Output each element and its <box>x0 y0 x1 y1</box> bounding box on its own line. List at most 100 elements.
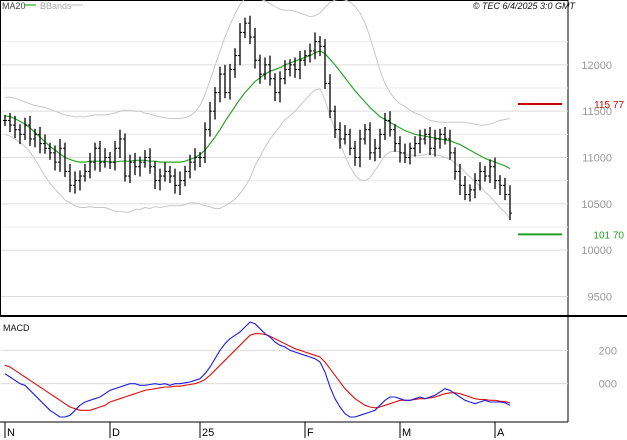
ohlc-bar <box>308 43 312 63</box>
ohlc-bar <box>493 157 497 189</box>
ohlc-bar <box>268 55 272 86</box>
ohlc-bar <box>258 54 262 84</box>
price-tick-label: 11000 <box>582 153 612 165</box>
legend-bbands: BBands <box>40 1 72 11</box>
ohlc-bar <box>413 136 417 157</box>
ohlc-bar <box>198 151 202 168</box>
ohlc-bar <box>293 57 297 78</box>
ohlc-bar <box>358 129 362 168</box>
ohlc-bar <box>38 126 42 154</box>
ohlc-bar <box>123 133 127 182</box>
ohlc-bar <box>3 114 7 126</box>
ohlc-bar <box>78 170 82 191</box>
ohlc-bar <box>13 115 17 139</box>
ohlc-bar <box>128 154 132 183</box>
ohlc-bar <box>183 165 187 187</box>
ohlc-bar <box>228 63 232 100</box>
ohlc-bar <box>63 142 67 177</box>
ohlc-bar <box>453 147 457 180</box>
ohlc-bar <box>498 175 502 196</box>
ohlc-bar <box>178 171 182 196</box>
ohlc-bar <box>243 17 247 38</box>
ohlc-bar <box>478 162 482 191</box>
ohlc-bar <box>263 57 267 80</box>
ohlc-bar <box>143 150 147 168</box>
ohlc-bar <box>458 163 462 196</box>
macd-signal-line <box>4 333 511 411</box>
ohlc-bar <box>43 134 47 154</box>
price-axis: 9500 10000 10500 11000 11500 12000 <box>581 60 612 304</box>
ohlc-bar <box>363 124 367 145</box>
ma20-polyline <box>4 50 511 170</box>
ohlc-bar <box>443 126 447 145</box>
ohlc-bar <box>433 129 437 157</box>
ohlc-bar <box>188 154 192 179</box>
ohlc-bar <box>378 128 382 158</box>
ohlc-bar <box>108 151 112 170</box>
ohlc-bar <box>508 185 512 221</box>
legend-ma20: MA20 <box>2 1 26 11</box>
ohlc-bar <box>503 177 507 201</box>
macd-tick-label: 000 <box>599 379 617 391</box>
ohlc-bar <box>88 152 92 179</box>
ohlc-bar <box>253 27 257 69</box>
price-tick-label: 9500 <box>588 291 612 303</box>
ohlc-bar <box>418 129 422 154</box>
ohlc-bar <box>28 115 32 146</box>
ohlc-bar <box>133 152 137 176</box>
ohlc-bar <box>53 145 57 171</box>
ohlc-bar <box>283 60 287 85</box>
ohlc-bar <box>68 163 72 193</box>
price-tick-label: 10500 <box>581 199 612 211</box>
ohlc-bar <box>48 142 52 160</box>
ohlc-bar <box>138 156 142 177</box>
timestamp: © TEC 6/4/2025 3:0 GMT <box>473 1 577 11</box>
ohlc-bar <box>278 71 282 103</box>
ohlc-bar <box>203 122 207 164</box>
ohlc-bar <box>148 148 152 174</box>
macd-line <box>4 321 511 418</box>
ohlc-bar <box>448 129 452 160</box>
ohlc-bar <box>208 101 212 137</box>
ohlc-bar <box>333 105 337 139</box>
price-gridlines <box>1 41 568 297</box>
time-tick-label: F <box>307 427 314 439</box>
ohlc-bar <box>153 161 157 189</box>
chart-frame <box>0 0 627 423</box>
ohlc-bar <box>213 87 217 120</box>
macd-tick-label: 200 <box>599 345 617 357</box>
ohlc-bar <box>23 117 27 140</box>
ohlc-bar <box>83 163 87 182</box>
ohlc-bar <box>468 184 472 202</box>
ohlc-bar <box>33 128 37 148</box>
ohlc-bar <box>93 142 97 171</box>
ohlc-bar <box>238 23 242 66</box>
support-label: 101 70 <box>593 230 624 241</box>
ohlc-bar <box>393 124 397 152</box>
ohlc-bar <box>403 143 407 164</box>
ohlc-bar <box>318 36 322 57</box>
ohlc-bar <box>113 140 117 171</box>
ohlc-bar <box>328 74 332 119</box>
ohlc-bar <box>353 140 357 166</box>
bband-lower-line <box>4 88 511 219</box>
ohlc-bar <box>488 159 492 183</box>
resistance-label: 115 77 <box>594 100 624 111</box>
ohlc-bar <box>423 128 427 145</box>
ohlc-bar <box>388 111 392 137</box>
price-tick-label: 10000 <box>581 245 612 257</box>
ohlc-bar <box>338 122 342 149</box>
price-tick-label: 12000 <box>581 60 612 72</box>
ma20-line <box>4 50 511 170</box>
ohlc-bar <box>368 122 372 160</box>
ohlc-bar <box>98 140 102 172</box>
ohlc-bar <box>193 148 197 171</box>
ohlc-bar <box>408 142 412 165</box>
time-tick-label: 25 <box>202 427 214 439</box>
ohlc-bar <box>168 165 172 183</box>
time-axis: N D 25 F M A <box>4 422 505 439</box>
ohlc-bar <box>298 50 302 80</box>
macd-title: MACD <box>3 323 30 333</box>
ohlc-bar <box>173 168 177 194</box>
